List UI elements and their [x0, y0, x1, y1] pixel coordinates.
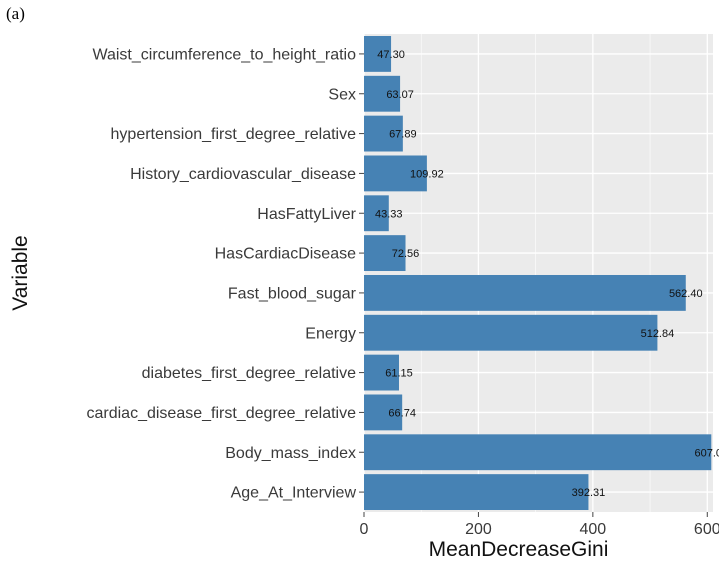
- panel-label: (a): [6, 4, 25, 23]
- bar: [364, 155, 427, 192]
- x-tick-label: 400: [580, 521, 607, 538]
- y-tick-label: History_cardiovascular_disease: [130, 166, 356, 183]
- y-tick-label: hypertension_first_degree_relative: [111, 126, 357, 143]
- y-tick-label: Body_mass_index: [225, 445, 356, 462]
- y-tick-label: Sex: [328, 86, 356, 103]
- plot-background: [364, 34, 713, 512]
- bar-value-label: 607.05: [694, 447, 719, 459]
- bar-value-label: 109.92: [410, 168, 444, 180]
- bar: [364, 314, 658, 351]
- bar: [364, 35, 392, 72]
- y-tick-label: Age_At_Interview: [231, 485, 357, 502]
- bar-value-label: 63.07: [386, 89, 414, 101]
- y-tick-label: Fast_blood_sugar: [228, 285, 357, 302]
- bars: [364, 35, 712, 511]
- bar: [364, 474, 589, 511]
- bar-value-label: 72.56: [392, 248, 420, 260]
- bar: [364, 354, 399, 391]
- bar: [364, 274, 686, 311]
- y-axis-title: Variable: [9, 235, 32, 311]
- bar: [364, 75, 401, 112]
- bar-value-label: 61.15: [385, 368, 413, 380]
- x-axis-ticks: 0 200 400 600: [360, 512, 719, 538]
- bar-value-label: 392.31: [572, 487, 606, 499]
- bar: [364, 394, 403, 431]
- x-tick-label: 200: [465, 521, 492, 538]
- bar-value-label: 47.30: [377, 49, 405, 61]
- y-tick-label: HasFattyLiver: [257, 206, 356, 223]
- y-tick-label: diabetes_first_degree_relative: [142, 365, 356, 382]
- y-tick-label: cardiac_disease_first_degree_relative: [87, 405, 357, 422]
- bar: [364, 235, 406, 272]
- x-tick-label: 600: [694, 521, 719, 538]
- bar-value-labels: 47.30 63.07 67.89 109.92 43.33 72.56 562.40 512…: [375, 49, 719, 499]
- bar-value-label: 512.84: [641, 328, 675, 340]
- bar-value-label: 67.89: [389, 129, 417, 141]
- x-tick-label: 0: [360, 521, 369, 538]
- bar: [364, 434, 712, 471]
- y-tick-label: Waist_circumference_to_height_ratio: [92, 46, 356, 63]
- bar: [364, 115, 403, 152]
- bar: [364, 195, 389, 232]
- x-axis-title: MeanDecreaseGini: [429, 538, 609, 561]
- y-tick-label: HasCardiacDisease: [215, 246, 356, 263]
- y-tick-label: Energy: [305, 325, 356, 342]
- bar-value-label: 66.74: [388, 407, 416, 419]
- bar-value-label: 43.33: [375, 208, 403, 220]
- bar-value-label: 562.40: [669, 288, 703, 300]
- y-axis-ticks: Waist_circumference_to_height_ratio Sex hy…: [87, 46, 364, 502]
